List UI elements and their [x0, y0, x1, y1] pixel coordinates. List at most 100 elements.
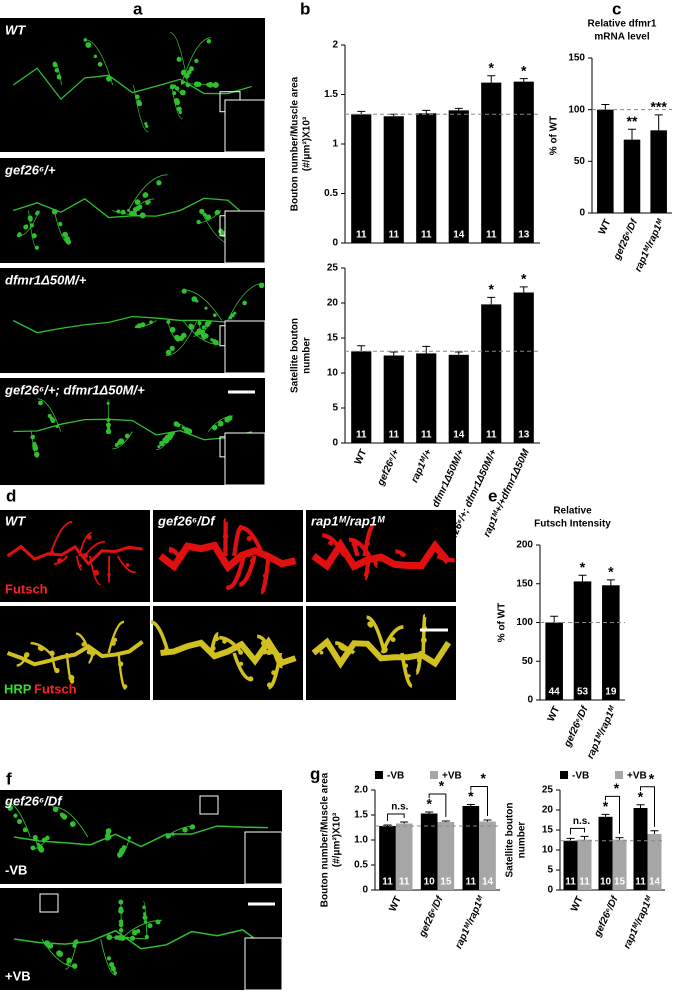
- panel-letter: b: [300, 0, 310, 18]
- sample-size: 13: [518, 430, 530, 441]
- error-bar: [606, 579, 615, 586]
- neurite: [415, 652, 423, 675]
- neurite: [116, 555, 136, 574]
- bouton: [260, 282, 265, 287]
- genotype-label: gef26⁶/+: [4, 162, 56, 177]
- neurite: [133, 84, 149, 133]
- bouton: [319, 650, 324, 655]
- bouton: [403, 663, 409, 668]
- bouton: [110, 963, 115, 968]
- bouton: [407, 674, 411, 678]
- genotype-label: gef26⁶/Df: [4, 793, 63, 808]
- bouton: [159, 440, 165, 447]
- bouton: [71, 963, 78, 969]
- y-tick-label: 10: [327, 368, 339, 379]
- y-tick-label: 0: [362, 885, 368, 896]
- bracket: [387, 813, 405, 821]
- y-tick-label: 5: [547, 865, 553, 876]
- bouton: [72, 943, 77, 949]
- bouton: [149, 320, 153, 325]
- bouton: [57, 557, 63, 564]
- neurite: [180, 37, 212, 86]
- bouton: [54, 667, 60, 674]
- bouton: [233, 549, 238, 553]
- bouton: [54, 68, 60, 73]
- bouton: [201, 325, 206, 330]
- sample-size: 11: [565, 877, 576, 888]
- neurite: [12, 67, 252, 101]
- y-tick-label: 0: [547, 885, 553, 896]
- genotype-label: dfmr1Δ50M/+: [5, 272, 87, 287]
- y-tick-label: 150: [568, 53, 585, 64]
- bouton: [142, 914, 148, 921]
- bouton: [7, 805, 13, 811]
- bouton: [197, 321, 201, 325]
- bouton: [56, 74, 62, 80]
- bouton: [166, 320, 171, 325]
- bouton: [118, 849, 124, 855]
- bar: [420, 813, 438, 890]
- bar: [479, 821, 496, 890]
- bouton: [418, 650, 424, 656]
- inset: [244, 937, 283, 991]
- bouton: [262, 649, 268, 655]
- bouton: [35, 210, 40, 215]
- bar: [563, 840, 578, 890]
- bouton: [354, 543, 358, 547]
- bouton: [176, 423, 181, 428]
- bouton: [174, 99, 181, 106]
- inset: [244, 831, 283, 885]
- bouton: [367, 621, 373, 627]
- bouton: [65, 239, 72, 245]
- y-tick-label: 1.0: [354, 835, 368, 846]
- bouton: [78, 564, 82, 568]
- bouton: [420, 637, 427, 644]
- bar: [448, 354, 469, 443]
- y-axis-label: % of WT: [549, 116, 560, 155]
- bar: [351, 114, 372, 243]
- neurite: [311, 538, 452, 571]
- bouton: [17, 819, 22, 824]
- bouton: [180, 332, 187, 339]
- y-axis-label: (#/μm²)X10³: [302, 116, 313, 171]
- bracket-label: *: [649, 771, 655, 787]
- genotype-label: gef26⁶/+; dfmr1Δ50M/+: [4, 382, 145, 397]
- bouton: [184, 427, 190, 433]
- neurite: [6, 801, 31, 838]
- neurite: [78, 531, 92, 557]
- bouton: [328, 540, 334, 546]
- bouton: [224, 416, 231, 423]
- panel-letter: g: [310, 764, 320, 783]
- bouton: [50, 550, 55, 555]
- bar: [379, 826, 396, 890]
- bouton: [176, 56, 182, 62]
- bracket-label: *: [439, 778, 445, 794]
- x-tick-label: rap1ᴹ/rap1ᴹ: [585, 704, 619, 761]
- bouton: [212, 339, 217, 344]
- sample-size: 11: [421, 230, 432, 241]
- y-tick-label: 0: [332, 238, 338, 249]
- neurite: [112, 431, 133, 450]
- bouton: [176, 106, 182, 112]
- bar: [513, 292, 534, 443]
- neurite: [88, 555, 101, 586]
- significance: *: [608, 564, 614, 580]
- bouton: [52, 806, 59, 813]
- neurite: [30, 641, 51, 654]
- bouton: [89, 650, 96, 657]
- bouton: [212, 82, 219, 88]
- bouton: [116, 209, 121, 214]
- neurite: [165, 320, 198, 357]
- x-tick-label: gef26⁶/Df: [562, 703, 591, 749]
- error-bar: [601, 104, 610, 110]
- bouton: [174, 334, 180, 341]
- bar: [383, 116, 404, 243]
- bouton: [175, 86, 180, 91]
- bouton: [340, 645, 347, 651]
- neurite: [421, 613, 427, 654]
- neurite: [13, 418, 252, 441]
- bouton: [127, 836, 132, 840]
- bouton: [36, 842, 40, 846]
- bar: [437, 822, 455, 890]
- bouton: [210, 645, 216, 651]
